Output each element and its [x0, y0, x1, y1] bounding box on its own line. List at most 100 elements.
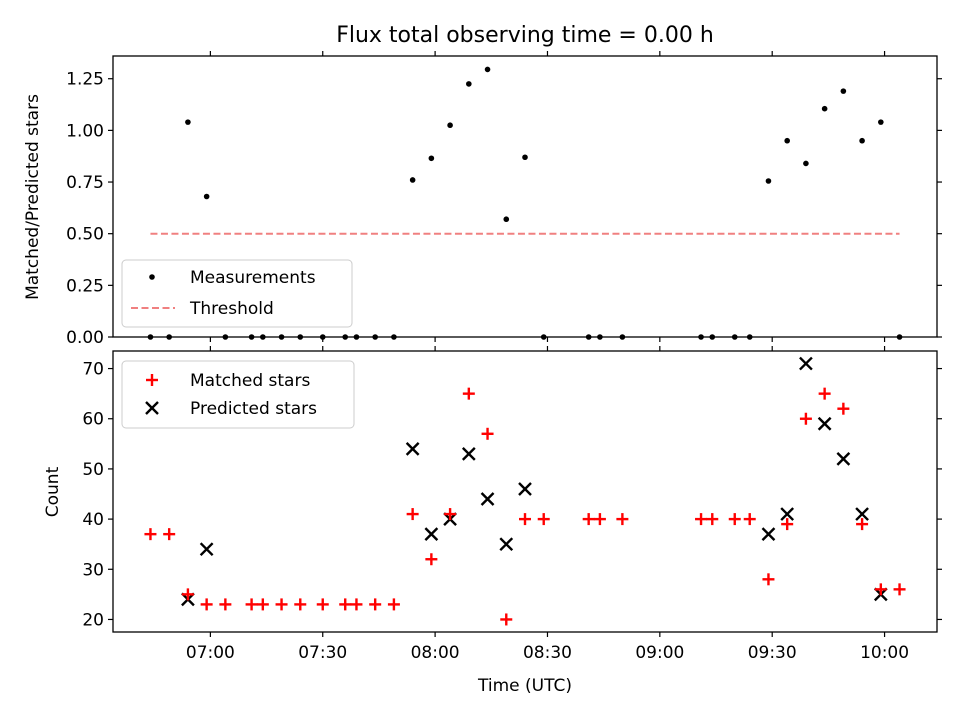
matched-star-point: [350, 598, 363, 611]
y-tick-label: 0.75: [66, 173, 104, 193]
legend-predicted-label: Predicted stars: [190, 399, 317, 419]
y-tick-label: 30: [82, 560, 104, 580]
matched-star-point: [144, 528, 157, 541]
count-legend: Matched stars Predicted stars: [121, 360, 355, 429]
y-tick-label: 20: [82, 610, 104, 630]
predicted-star-point: [499, 537, 514, 552]
measurement-point: [765, 178, 772, 184]
predicted-star-point: [761, 527, 776, 542]
legend-threshold-label: Threshold: [189, 299, 274, 319]
matched-star-point: [200, 598, 213, 611]
predicted-star-point: [480, 492, 495, 506]
matched-star-point: [462, 387, 475, 400]
measurement-point: [784, 137, 790, 144]
measurement-point: [859, 137, 865, 144]
matched-star-point: [181, 588, 194, 601]
matched-star-point: [425, 553, 438, 566]
y-tick-label: 40: [82, 510, 104, 530]
predicted-star-point: [405, 441, 420, 456]
chart-title: Flux total observing time = 0.00 h: [336, 23, 714, 48]
ratio-y-axis-label: Matched/Predicted stars: [23, 94, 43, 300]
ratio-axes-frame: [112, 55, 938, 338]
measurement-point: [821, 105, 828, 112]
ratio-legend: Measurements Threshold: [121, 259, 353, 328]
y-tick-label: 0.50: [66, 225, 104, 245]
measurement-point: [203, 193, 210, 200]
matched-star-point: [743, 513, 756, 526]
legend-measurements-marker: [149, 274, 155, 280]
count-y-axis-label: Count: [43, 466, 63, 517]
measurement-point: [466, 81, 472, 87]
matched-star-point: [275, 598, 288, 611]
measurement-point: [840, 88, 847, 94]
predicted-star-point: [424, 527, 439, 542]
legend-matched-marker: [146, 374, 158, 386]
ratio-panel: 0.00 0.25 0.50 0.75 1.00 1.25 Matched/Predict…: [23, 51, 942, 348]
measurement-point: [484, 66, 491, 73]
predicted-star-point: [461, 447, 476, 461]
matched-star-point: [695, 513, 708, 526]
measurement-point: [878, 119, 884, 125]
measurement-point: [409, 177, 416, 183]
count-legend-box: [121, 360, 355, 429]
ratio-ticks: 0.00 0.25 0.50 0.75 1.00 1.25: [66, 51, 942, 348]
matched-star-point: [245, 598, 258, 611]
x-tick-label: 07:00: [186, 643, 235, 663]
count-ticks: 07:00 07:30 08:00 08:30 09:00 09:30 10:00 20 30 4…: [82, 346, 942, 663]
x-tick-label: 08:30: [523, 643, 572, 663]
matched-star-point: [537, 513, 550, 526]
matched-star-point: [406, 508, 419, 521]
y-tick-label: 60: [82, 410, 104, 430]
measurement-point: [503, 216, 510, 223]
y-tick-label: 0.25: [66, 276, 104, 296]
matched-star-point: [163, 528, 176, 541]
matched-star-point: [256, 598, 269, 611]
x-tick-label: 08:00: [411, 643, 460, 663]
y-tick-label: 0.00: [66, 328, 104, 348]
predicted-star-point: [518, 482, 532, 496]
matched-star-point: [837, 402, 850, 415]
matched-star-point: [219, 598, 232, 611]
matched-star-point: [387, 598, 400, 611]
matched-star-point: [500, 613, 513, 626]
measurement-point: [803, 160, 809, 167]
measurement-point: [185, 119, 191, 125]
predicted-star-point: [799, 356, 813, 371]
matched-star-point: [893, 583, 906, 596]
matched-star-point: [706, 513, 719, 526]
measurement-point: [428, 155, 435, 162]
matched-star-point: [593, 513, 606, 526]
x-axis-label: Time (UTC): [477, 676, 572, 696]
matched-star-point: [444, 508, 457, 521]
legend-matched-label: Matched stars: [190, 371, 310, 391]
matched-star-point: [481, 427, 494, 440]
ratio-legend-box: [121, 259, 353, 328]
y-tick-label: 50: [82, 460, 104, 480]
matched-star-point: [874, 583, 887, 596]
x-tick-label: 09:30: [748, 643, 797, 663]
matched-star-point: [728, 513, 741, 526]
count-points: [144, 356, 906, 626]
matched-star-point: [762, 573, 775, 586]
legend-predicted-marker: [145, 401, 159, 415]
predicted-star-point: [855, 507, 869, 521]
matched-star-point: [818, 387, 831, 400]
predicted-star-point: [199, 542, 214, 557]
matched-star-point: [294, 598, 307, 611]
y-tick-label: 70: [82, 360, 104, 380]
legend-measurements-label: Measurements: [190, 268, 316, 288]
measurement-point: [447, 122, 453, 129]
x-tick-label: 09:00: [635, 643, 684, 663]
predicted-star-point: [836, 452, 851, 466]
y-tick-label: 1.25: [66, 70, 104, 90]
count-panel: 07:00 07:30 08:00 08:30 09:00 09:30 10:00 20 30 4…: [43, 346, 942, 696]
matched-star-point: [369, 598, 382, 611]
x-tick-label: 10:00: [860, 643, 909, 663]
matched-star-point: [781, 518, 794, 531]
matched-star-point: [616, 513, 629, 526]
measurement-point: [522, 154, 528, 161]
matched-star-point: [582, 513, 595, 526]
matched-star-point: [519, 513, 531, 526]
